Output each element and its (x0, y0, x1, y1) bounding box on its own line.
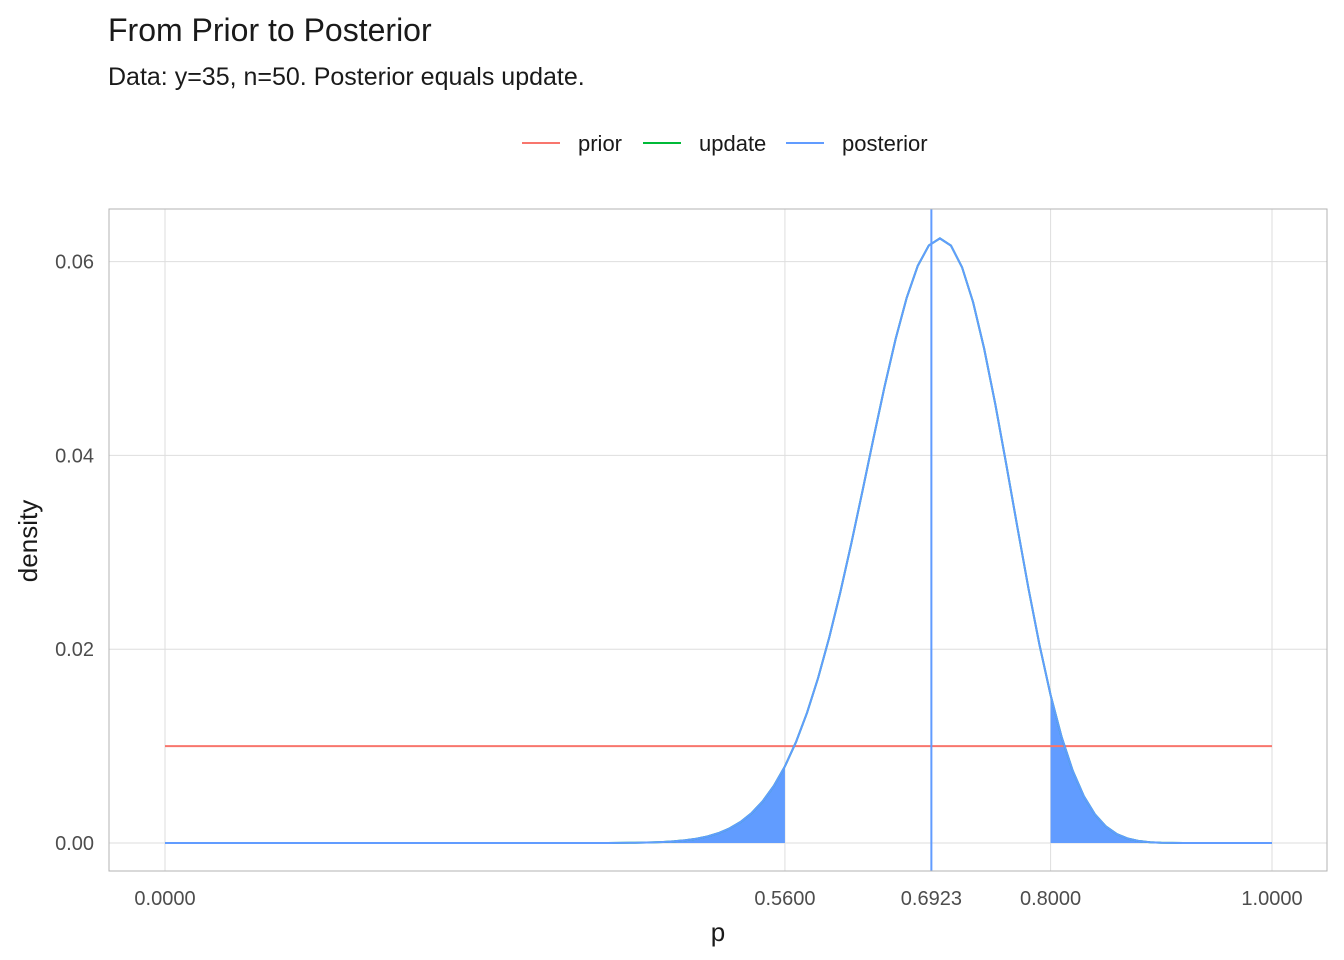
plot-panel-border (108, 208, 1328, 872)
shaded-lower-tail (165, 766, 785, 843)
legend-label-posterior: posterior (842, 131, 928, 156)
x-axis-title: p (711, 917, 725, 947)
x-tick-label: 1.0000 (1241, 888, 1302, 910)
y-tick-label: 0.04 (55, 445, 94, 467)
x-tick-label: 0.8000 (1020, 888, 1081, 910)
y-tick-label: 0.02 (55, 639, 94, 661)
y-tick-label: 0.00 (55, 833, 94, 855)
x-tick-label: 0.0000 (134, 888, 195, 910)
chart-subtitle: Data: y=35, n=50. Posterior equals updat… (108, 63, 585, 91)
series-line-posterior (165, 237, 1272, 844)
plot-marks (165, 209, 1272, 871)
y-tick-label: 0.06 (55, 252, 94, 274)
legend: prior update posterior (522, 131, 928, 156)
chart-title: From Prior to Posterior (108, 12, 432, 48)
shaded-upper-tail (1050, 695, 1272, 843)
legend-label-prior: prior (578, 131, 622, 156)
series-line-update (165, 237, 1272, 844)
tick-labels: 0.0000 0.5600 0.6923 0.8000 1.0000 0.00 0.02 0.… (55, 252, 1303, 910)
legend-label-update: update (699, 131, 766, 156)
x-tick-label: 0.6923 (901, 888, 962, 910)
grid-lines (109, 209, 1327, 871)
y-axis-title: density (13, 500, 43, 582)
x-tick-label: 0.5600 (754, 888, 815, 910)
